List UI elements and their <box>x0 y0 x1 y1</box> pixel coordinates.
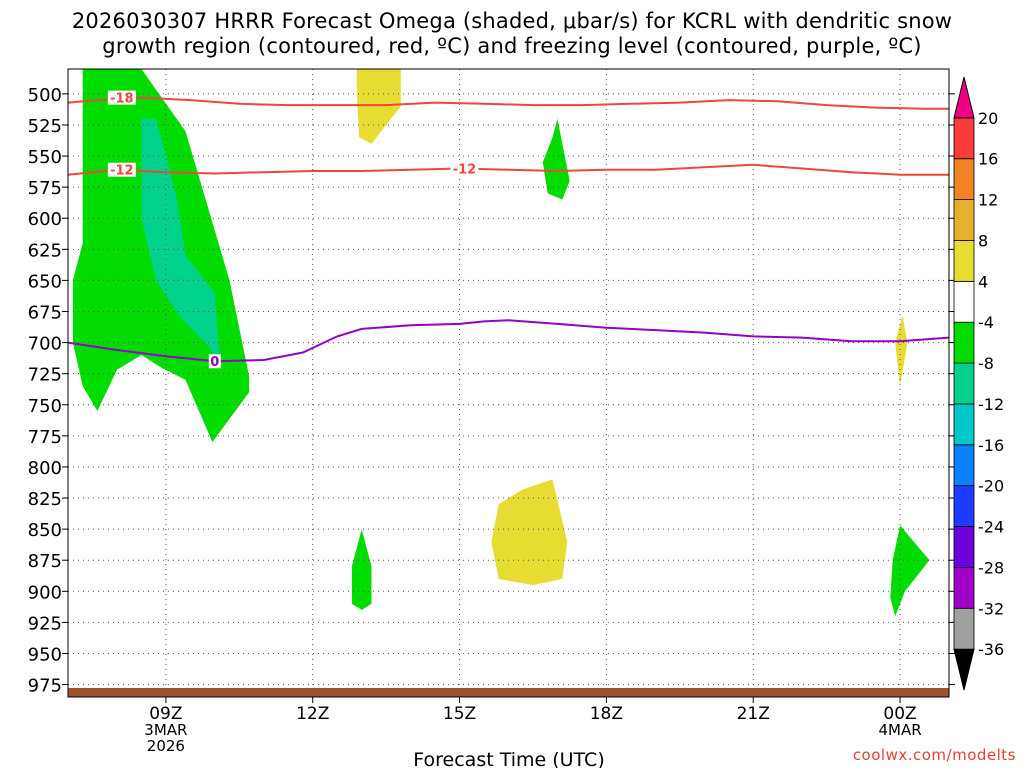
colorbar-label-1: -32 <box>978 599 1004 618</box>
colorbar-swatch-4 <box>953 485 975 527</box>
omega-region-4 <box>491 479 568 586</box>
x-tick-label-21Z-0: 21Z <box>737 704 770 724</box>
y-tick-label-900: 900 <box>28 582 62 603</box>
x-tick-label-09Z-2: 2026 <box>147 737 185 755</box>
y-axis: 500 525 550 575 600 625 650 675 700 725 750 775 800 8… <box>28 85 955 697</box>
colorbar-swatch-7 <box>953 362 975 405</box>
colorbar-swatch-2 <box>953 567 975 609</box>
y-tick-label-950: 950 <box>28 644 62 665</box>
omega-region-5 <box>351 529 372 610</box>
contour-label-0-0: -18 <box>110 92 134 107</box>
colorbar-end-bottom <box>953 648 975 691</box>
colorbar-label-5: -16 <box>978 436 1004 455</box>
terrain-strip <box>68 688 949 697</box>
contour-label-bg-0-0 <box>107 90 136 105</box>
chart-title-line1: 2026030307 HRRR Forecast Omega (shaded, … <box>71 9 953 33</box>
plot-frame <box>67 68 950 698</box>
omega-region-3 <box>542 118 570 200</box>
colorbar-label-9: 4 <box>978 272 988 291</box>
y-tick-label-600: 600 <box>28 209 62 230</box>
y-tick-label-525: 525 <box>28 116 62 137</box>
grid-layer <box>68 69 949 697</box>
colorbar-label-13: 20 <box>978 109 998 128</box>
colorbar-label-8: -4 <box>978 313 994 332</box>
omega-region-6 <box>895 315 908 387</box>
x-tick-label-00Z-1: 4MAR <box>878 721 921 739</box>
y-tick-label-725: 725 <box>28 365 62 386</box>
y-tick-label-575: 575 <box>28 178 62 199</box>
x-tick-label-12Z-0: 12Z <box>296 704 329 724</box>
colorbar-swatch-6 <box>953 403 975 446</box>
colorbar-swatch-11 <box>953 199 975 241</box>
x-tick-label-00Z-0: 00Z <box>883 704 916 724</box>
omega-region-7 <box>890 525 930 617</box>
chart-title-line2: growth region (contoured, red, ºC) and f… <box>102 34 922 58</box>
colorbar-label-6: -12 <box>978 395 1004 414</box>
x-tick-label-09Z-0: 09Z <box>149 704 182 724</box>
y-tick-label-850: 850 <box>28 520 62 541</box>
y-tick-label-875: 875 <box>28 551 62 572</box>
y-tick-label-925: 925 <box>28 613 62 634</box>
colorbar: -36 -32 -28 -24 -20 -16 -12 -8 -4 4 8 12 16 20 <box>953 76 1004 691</box>
omega-shading-layer <box>72 69 930 617</box>
contour-layer: -18 -12 -12 0 <box>67 90 950 370</box>
y-tick-label-675: 675 <box>28 302 62 323</box>
y-tick-label-700: 700 <box>28 334 62 355</box>
colorbar-label-7: -8 <box>978 354 994 373</box>
colorbar-swatch-9 <box>953 280 975 323</box>
contour-label-bg-1-1 <box>450 161 479 176</box>
colorbar-label-3: -24 <box>978 518 1004 537</box>
colorbar-end-top <box>953 76 975 119</box>
site-credit: coolwx.com/modelts <box>852 746 1016 764</box>
colorbar-swatch-5 <box>953 444 975 487</box>
contour-label-bg-2-0 <box>208 354 221 369</box>
x-tick-label-09Z-1: 3MAR <box>144 721 187 739</box>
colorbar-swatch-1 <box>953 607 975 650</box>
colorbar-label-4: -20 <box>978 477 1004 496</box>
contour-line-1 <box>67 163 949 176</box>
contour-label-1-1: -12 <box>453 162 477 177</box>
omega-region-1 <box>141 118 220 362</box>
y-tick-label-800: 800 <box>28 458 62 479</box>
colorbar-label-11: 12 <box>978 191 998 210</box>
y-tick-label-825: 825 <box>28 489 62 510</box>
omega-region-2 <box>356 69 401 144</box>
contour-label-1-0: -12 <box>110 164 134 179</box>
y-tick-label-975: 975 <box>28 676 62 697</box>
x-tick-label-18Z-0: 18Z <box>590 704 623 724</box>
x-tick-label-15Z-0: 15Z <box>443 704 476 724</box>
colorbar-label-2: -28 <box>978 558 1004 577</box>
contour-line-0 <box>67 96 949 110</box>
colorbar-label-10: 8 <box>978 231 988 250</box>
colorbar-label-12: 16 <box>978 150 998 169</box>
colorbar-swatch-3 <box>953 526 975 568</box>
contour-label-bg-1-0 <box>107 162 136 177</box>
y-tick-label-550: 550 <box>28 147 62 168</box>
contour-line-2 <box>67 319 950 363</box>
colorbar-swatch-12 <box>953 158 975 201</box>
colorbar-swatch-13 <box>953 117 975 160</box>
colorbar-label-0: -36 <box>978 640 1004 659</box>
colorbar-swatch-8 <box>953 321 975 364</box>
colorbar-swatch-10 <box>953 240 975 282</box>
y-tick-label-775: 775 <box>28 427 62 448</box>
y-tick-label-625: 625 <box>28 240 62 261</box>
x-axis-label: Forecast Time (UTC) <box>413 749 604 768</box>
y-tick-label-650: 650 <box>28 271 62 292</box>
terrain-layer <box>68 688 949 697</box>
y-tick-label-750: 750 <box>28 396 62 417</box>
y-tick-label-500: 500 <box>28 85 62 106</box>
contour-label-2-0: 0 <box>210 355 219 370</box>
